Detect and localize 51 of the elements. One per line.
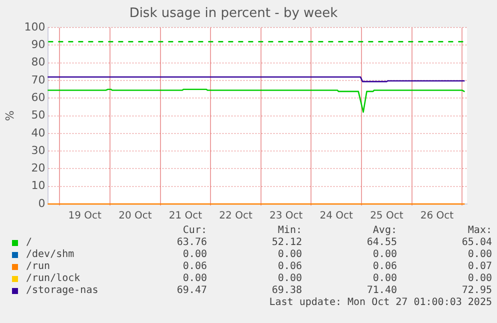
y-tick-label: 100 bbox=[24, 20, 46, 34]
text: 0.06 bbox=[182, 261, 207, 273]
text: 0.00 bbox=[276, 273, 302, 285]
y-tick-label: 50 bbox=[31, 108, 46, 122]
x-tick-label: 20 Oct bbox=[118, 210, 152, 222]
x-tick-label: 22 Oct bbox=[219, 210, 252, 222]
text: 0.06 bbox=[276, 261, 302, 273]
text: 0.00 bbox=[182, 273, 207, 285]
text: 0.00 bbox=[182, 249, 207, 261]
x-tick-label: 25 Oct bbox=[370, 210, 404, 222]
text: Cur: bbox=[182, 225, 207, 237]
text: Min: bbox=[276, 225, 302, 237]
text: 72.95 bbox=[460, 285, 492, 297]
x-tick-label: 26 Oct bbox=[420, 210, 454, 222]
legend-label: /storage-nas bbox=[26, 285, 98, 297]
text: 69.47 bbox=[176, 285, 207, 297]
y-tick-label: 30 bbox=[31, 144, 46, 157]
text: 63.76 bbox=[176, 237, 207, 249]
y-tick-label: 20 bbox=[31, 162, 46, 175]
text: Max: bbox=[466, 225, 492, 237]
text: 0.00 bbox=[466, 273, 492, 285]
text: 64.55 bbox=[366, 237, 397, 249]
text: 0.00 bbox=[372, 249, 397, 261]
text: 65.04 bbox=[460, 237, 492, 249]
text: 52.12 bbox=[270, 237, 302, 249]
legend-label: /dev/shm bbox=[26, 249, 74, 261]
text: 71.40 bbox=[366, 285, 397, 297]
legend-label: /run/lock bbox=[26, 273, 80, 285]
y-tick-label: 70 bbox=[31, 73, 46, 86]
text: 0.00 bbox=[466, 249, 492, 261]
text: 0.06 bbox=[372, 261, 397, 273]
x-tick-label: 24 Oct bbox=[320, 210, 354, 222]
y-tick-label: 0 bbox=[38, 196, 46, 210]
text: 0.00 bbox=[276, 249, 302, 261]
x-tick-label: 23 Oct bbox=[269, 210, 303, 222]
chart-title: Disk usage in percent - by week bbox=[129, 6, 338, 22]
y-axis-title: % bbox=[3, 110, 16, 122]
y-tick-label: 60 bbox=[31, 91, 46, 104]
text: Avg: bbox=[372, 225, 397, 237]
text: 0.00 bbox=[372, 273, 397, 285]
legend-label: /run bbox=[26, 261, 50, 273]
x-tick-label: 19 Oct bbox=[68, 210, 102, 222]
text: 69.38 bbox=[270, 285, 302, 297]
y-tick-label: 90 bbox=[31, 38, 46, 52]
x-tick-label: 21 Oct bbox=[168, 210, 202, 222]
text: Last update: Mon Oct 27 01:00:03 2025 bbox=[268, 297, 492, 309]
y-tick-label: 10 bbox=[31, 179, 46, 192]
y-tick-label: 80 bbox=[31, 56, 46, 69]
y-tick-label: 40 bbox=[31, 126, 46, 140]
text: 0.07 bbox=[466, 261, 492, 273]
legend-label: / bbox=[26, 237, 32, 249]
